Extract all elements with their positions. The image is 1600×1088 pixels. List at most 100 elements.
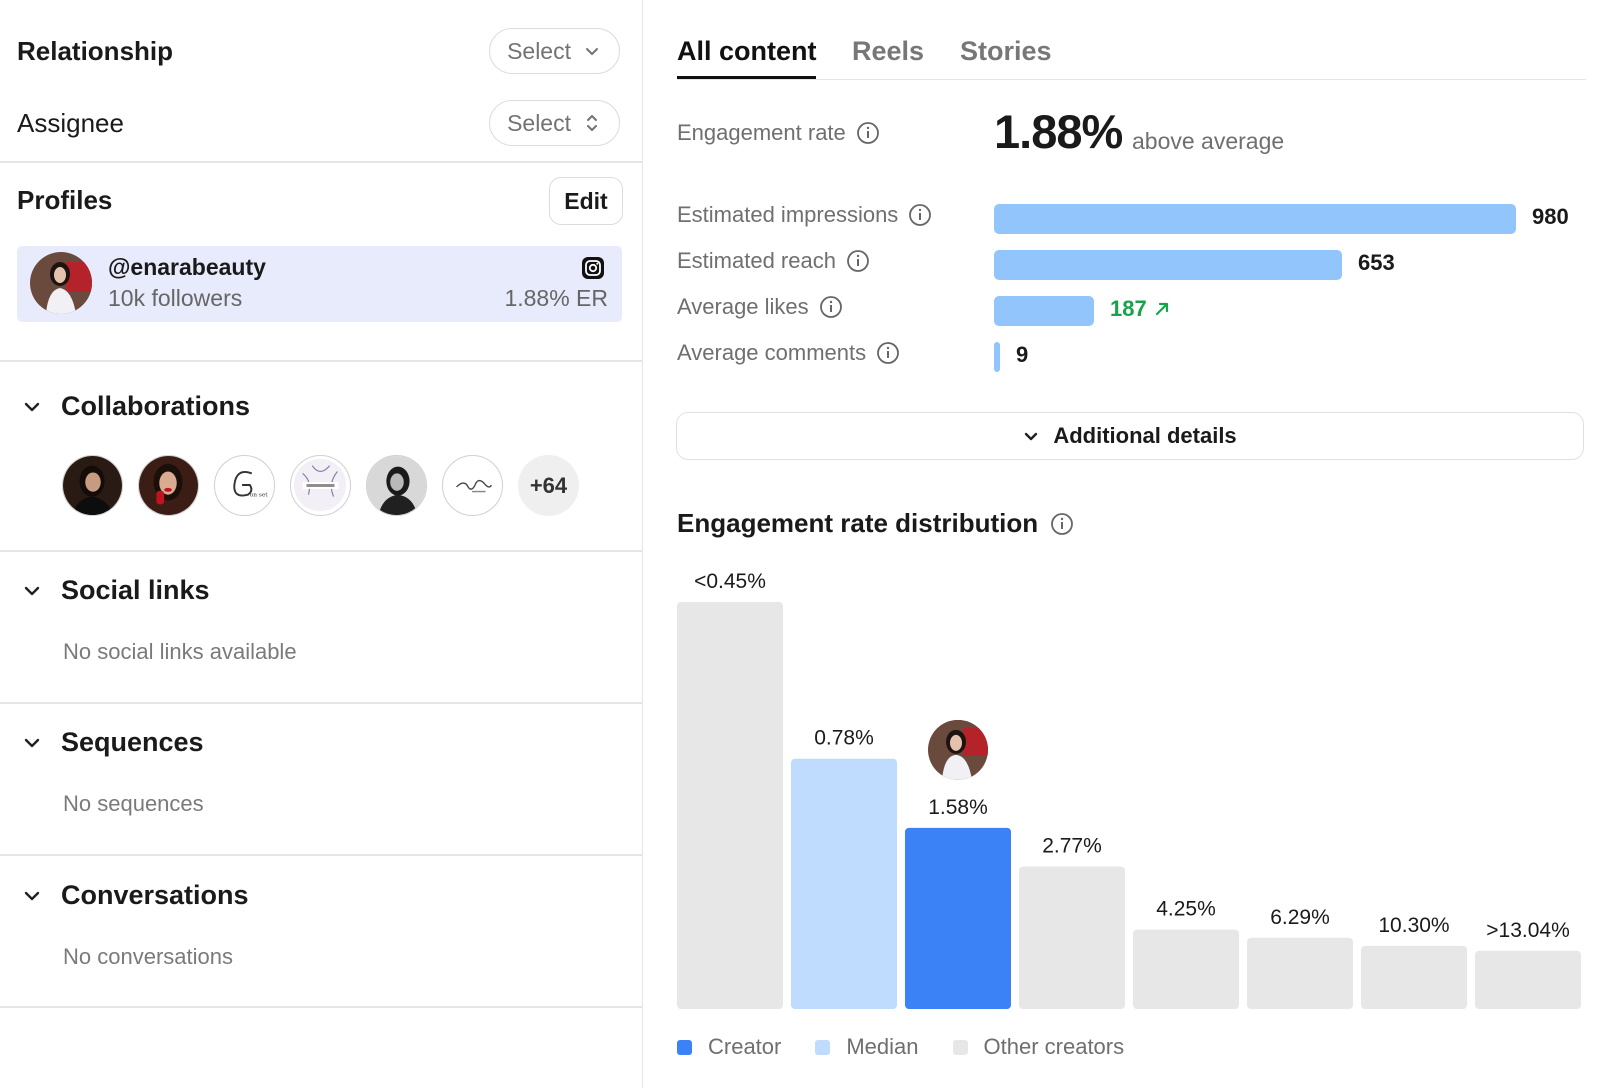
additional-details-button[interactable]: Additional details [676,412,1584,460]
conversations-header[interactable]: Conversations [23,880,249,911]
collaborator-avatar[interactable] [442,455,503,516]
collaborator-avatar[interactable] [290,455,351,516]
relationship-label: Relationship [17,35,174,66]
metric-value-text: 187 [1110,296,1147,321]
chart-bar-median[interactable] [791,758,897,1009]
metric-bar [994,296,1094,326]
metric-label: Estimated impressions [677,202,932,228]
distribution-title: Engagement rate distribution [677,508,1074,539]
chevron-down-icon [24,891,40,900]
avatar [30,252,92,314]
sequences-title: Sequences [61,727,204,757]
chevron-down-icon [586,48,598,55]
assignee-select[interactable]: Select [489,100,620,146]
info-icon[interactable] [819,295,843,319]
conversations-title: Conversations [61,880,249,910]
left-panel: Relationship Select Assignee Select Prof… [0,0,643,1088]
chart-bar[interactable] [1019,866,1125,1009]
sequences-header[interactable]: Sequences [23,727,204,758]
info-icon[interactable] [856,121,880,145]
engagement-rate-value: 1.88% [994,105,1123,158]
collaborator-avatar[interactable]: on set [214,455,275,516]
engagement-distribution-chart: <0.45% 0.78% 1.58% 2.77% 4.25% 6.29% 10.30% >13… [677,570,1581,1009]
right-panel: All content Reels Stories Engagement rat… [644,0,1600,1088]
chevron-down-icon [24,402,40,411]
collaborator-avatar[interactable] [138,455,199,516]
metric-bar [994,342,1000,372]
info-icon[interactable] [1050,512,1074,536]
legend-swatch [815,1039,831,1055]
engagement-rate-label-text: Engagement rate [677,120,846,145]
collaborator-avatar[interactable] [366,455,427,516]
profile-card[interactable]: @enarabeauty 10k followers 1.88% ER [17,246,622,322]
chevron-down-icon [24,738,40,747]
relationship-select-value: Select [507,37,571,64]
collaborator-avatar[interactable] [62,455,123,516]
metric-bar [994,250,1342,280]
chart-bar-label: <0.45% [694,570,766,593]
divider [0,161,642,163]
chevron-down-icon [1025,432,1038,440]
collaborators-more[interactable]: +64 [518,455,579,516]
instagram-icon [582,257,604,279]
metric-label: Average comments [677,340,900,366]
distribution-title-text: Engagement rate distribution [677,508,1039,538]
metric-label-text: Average comments [677,340,867,365]
chart-bar[interactable] [1475,950,1581,1009]
collaborations-title: Collaborations [61,391,251,421]
collaborations-header[interactable]: Collaborations [23,391,250,422]
chart-legend: Creator Median Other creators [677,1034,1124,1060]
tab-stories[interactable]: Stories [960,36,1052,66]
tab-reels[interactable]: Reels [852,36,925,66]
metric-label-text: Average likes [677,294,809,319]
social-links-title: Social links [61,575,210,605]
chart-bar-creator[interactable] [905,827,1011,1009]
chart-bar-label: >13.04% [1486,919,1570,942]
legend-label: Other creators [983,1034,1125,1059]
legend-item-creator: Creator [677,1034,781,1060]
chevron-up-down-icon [587,115,597,131]
assignee-row: Assignee Select [17,98,620,148]
info-icon[interactable] [876,341,900,365]
metric-value: 187 [1110,296,1171,322]
profile-handle: @enarabeauty [108,254,266,280]
sequences-empty: No sequences [63,791,204,816]
chart-bar-label: 6.29% [1270,906,1330,929]
chart-bar[interactable] [1247,937,1353,1009]
metric-value: 980 [1532,204,1569,230]
legend-swatch [677,1039,692,1055]
chevron-down-icon [24,586,40,595]
edit-profiles-button[interactable]: Edit [549,177,623,225]
info-icon[interactable] [846,249,870,273]
profile-followers: 10k followers [108,285,243,311]
tab-all-content[interactable]: All content [677,36,817,66]
content-tabs: All content Reels Stories [677,30,1586,80]
legend-item-other: Other creators [952,1034,1125,1060]
chart-bar[interactable] [1133,929,1239,1009]
chart-bar-label: 2.77% [1042,835,1102,858]
svg-text:on set: on set [250,493,268,499]
chart-bar[interactable] [677,602,783,1009]
engagement-rate-label: Engagement rate [677,120,880,146]
metric-value-text: 980 [1532,204,1569,229]
legend-swatch [952,1039,968,1055]
social-links-empty: No social links available [63,639,297,664]
relationship-select[interactable]: Select [489,28,620,74]
chart-bar-label: 4.25% [1156,898,1216,921]
arrow-up-right-icon [1155,302,1168,316]
info-icon[interactable] [908,203,932,227]
chart-bar[interactable] [1361,945,1467,1009]
chart-bar-label: 10.30% [1378,914,1449,937]
metric-bar [994,204,1516,234]
active-tab-indicator [677,76,816,79]
assignee-select-value: Select [507,109,571,136]
social-links-header[interactable]: Social links [23,575,210,606]
metric-value-text: 9 [1016,342,1029,367]
metric-label: Average likes [677,294,843,320]
divider [0,360,642,362]
chart-bar-label: 0.78% [814,727,874,750]
additional-details-label: Additional details [1053,423,1237,448]
metric-label-text: Estimated impressions [677,202,899,227]
metric-value-text: 653 [1358,250,1395,275]
divider [0,702,642,704]
